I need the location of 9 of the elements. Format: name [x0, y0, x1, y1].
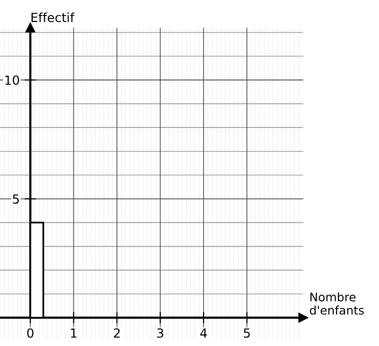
y-axis-title: Effectif: [32, 12, 75, 22]
x-tick-label: 4: [200, 328, 207, 338]
x-tick-label: 1: [71, 328, 76, 338]
x-tick-label: 3: [157, 328, 164, 338]
x-axis-title: Nombre d'enfants: [310, 292, 364, 315]
y-tick-label: 10: [5, 75, 20, 85]
x-tick-label: 0: [27, 328, 34, 338]
x-tick-label: 2: [114, 328, 120, 338]
x-tick-label: 5: [244, 328, 250, 338]
